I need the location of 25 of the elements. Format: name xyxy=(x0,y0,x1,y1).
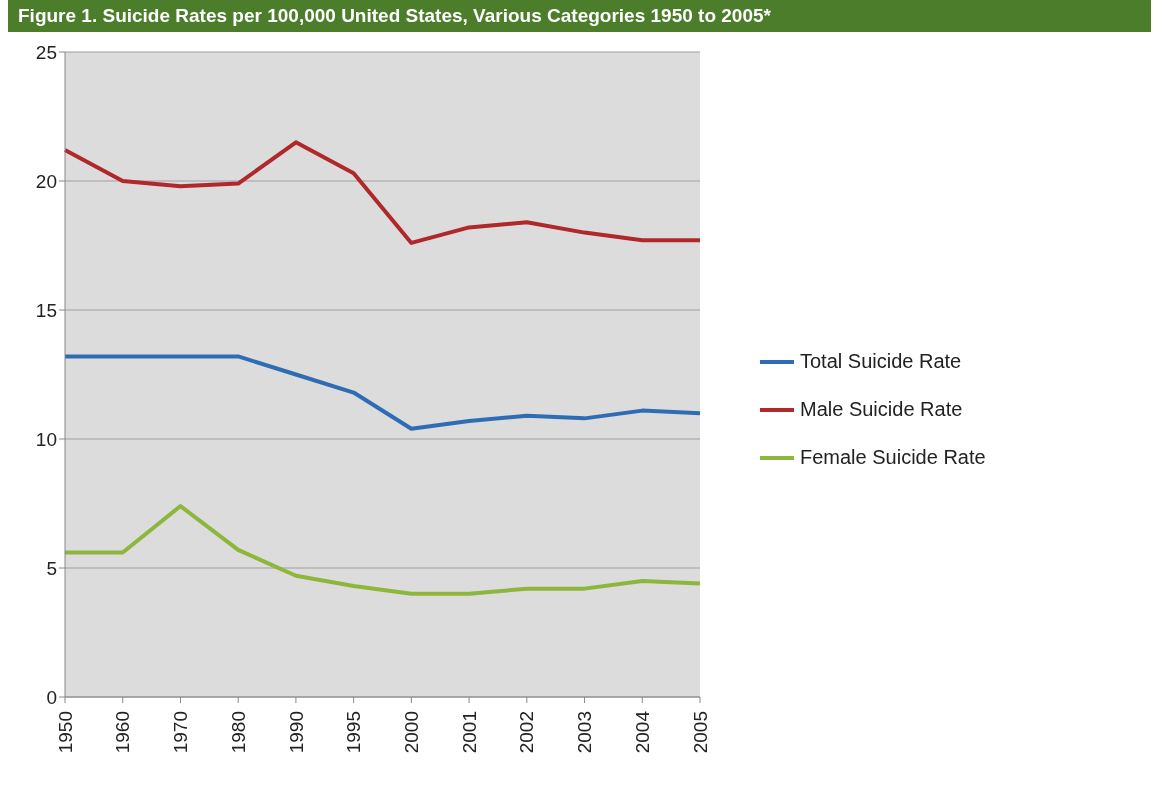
y-tick-label: 15 xyxy=(35,299,57,321)
x-tick-label: 2005 xyxy=(689,711,711,754)
y-tick-label: 20 xyxy=(35,170,57,192)
x-tick-label: 1960 xyxy=(112,711,134,754)
x-tick-label: 1990 xyxy=(285,711,307,754)
line-series xyxy=(63,140,702,245)
line-series xyxy=(63,504,702,596)
x-tick-label: 1970 xyxy=(170,711,192,754)
legend-label: Female Suicide Rate xyxy=(800,446,986,469)
line-series xyxy=(63,354,702,431)
x-tick-label: 1995 xyxy=(343,711,365,754)
y-tick-label: 5 xyxy=(46,557,57,579)
x-tick-label: 1980 xyxy=(227,711,249,754)
x-tick-label: 2003 xyxy=(574,711,596,754)
chart-title: Figure 1. Suicide Rates per 100,000 United States, Various Categories 1950 to 2005* xyxy=(8,0,1151,32)
x-tick-label: 2004 xyxy=(631,710,653,754)
x-tick-label: 2001 xyxy=(458,711,480,754)
x-tick-label: 2000 xyxy=(401,711,423,754)
y-tick-label: 25 xyxy=(35,41,57,63)
x-tick-label: 2002 xyxy=(516,711,538,754)
legend-label: Total Suicide Rate xyxy=(800,350,962,373)
y-tick-label: 10 xyxy=(35,428,57,450)
x-tick-label: 1950 xyxy=(54,711,76,754)
legend-label: Male Suicide Rate xyxy=(800,398,963,421)
y-tick-label: 0 xyxy=(46,686,57,708)
